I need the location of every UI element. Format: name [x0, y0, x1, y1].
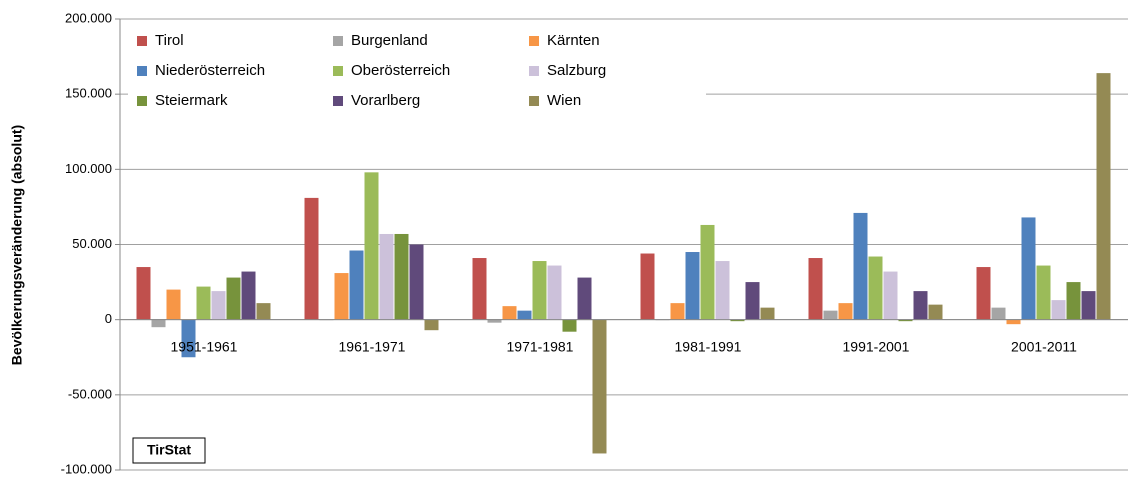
annotation: TirStat — [147, 442, 191, 458]
legend-swatch — [529, 66, 539, 76]
bar — [136, 267, 151, 320]
y-tick-label: 200.000 — [65, 10, 112, 25]
bar — [913, 291, 928, 320]
y-tick-label: 100.000 — [65, 161, 112, 176]
bar — [1021, 217, 1036, 320]
legend-label: Oberösterreich — [351, 62, 450, 79]
bar — [670, 303, 685, 320]
legend-swatch — [333, 96, 343, 106]
y-axis-label: Bevölkerungsveränderung (absolut) — [9, 125, 25, 365]
bar — [730, 319, 745, 322]
bar — [562, 319, 577, 332]
bar — [853, 212, 868, 320]
legend-label: Wien — [547, 92, 581, 109]
bar — [883, 271, 898, 320]
bar — [868, 256, 883, 320]
y-tick-label: 0 — [105, 311, 112, 326]
bar — [1036, 265, 1051, 320]
bar — [226, 277, 241, 320]
bar — [364, 172, 379, 320]
bar — [898, 319, 913, 322]
bar — [760, 307, 775, 320]
bar — [928, 304, 943, 320]
bar — [166, 289, 181, 320]
bar — [502, 306, 517, 320]
legend-swatch — [137, 36, 147, 46]
legend-swatch — [333, 66, 343, 76]
legend-label: Burgenland — [351, 32, 428, 49]
bar — [700, 224, 715, 320]
bar — [1081, 291, 1096, 320]
bar — [592, 319, 607, 454]
bar — [379, 233, 394, 320]
bar — [517, 310, 532, 320]
bar — [211, 291, 226, 320]
bar — [424, 319, 439, 331]
bar — [715, 261, 730, 320]
bar — [838, 303, 853, 320]
bar — [349, 250, 364, 320]
bar — [1006, 319, 1021, 325]
bar — [976, 267, 991, 320]
legend-swatch — [529, 96, 539, 106]
x-tick-label: 1951-1961 — [171, 338, 238, 354]
legend-swatch — [137, 66, 147, 76]
bar — [181, 319, 196, 358]
bar — [577, 277, 592, 320]
y-tick-label: -50.000 — [68, 386, 112, 401]
legend-swatch — [333, 36, 343, 46]
bar — [808, 258, 823, 320]
bar — [487, 319, 502, 323]
legend-label: Kärnten — [547, 32, 600, 49]
legend-swatch — [529, 36, 539, 46]
bar — [256, 303, 271, 320]
y-tick-label: 50.000 — [72, 236, 112, 251]
legend-label: Tirol — [155, 32, 184, 49]
y-tick-label: 150.000 — [65, 86, 112, 101]
x-tick-label: 1991-2001 — [843, 338, 910, 354]
legend-label: Steiermark — [155, 92, 228, 109]
bar — [991, 307, 1006, 320]
annotation-box — [132, 437, 206, 464]
bar — [394, 233, 409, 320]
legend-swatch — [137, 96, 147, 106]
legend-label: Salzburg — [547, 62, 606, 79]
x-tick-label: 1961-1971 — [339, 338, 406, 354]
x-tick-label: 2001-2011 — [1011, 338, 1077, 354]
x-tick-label: 1971-1981 — [507, 338, 574, 354]
bar — [409, 244, 424, 320]
bar — [196, 286, 211, 320]
bar — [304, 197, 319, 320]
bar — [1051, 300, 1066, 320]
legend-box — [128, 25, 706, 117]
bar — [1096, 73, 1111, 320]
bar — [640, 253, 655, 320]
y-tick-label: -100.000 — [61, 461, 112, 476]
x-tick-label: 1981-1991 — [675, 338, 742, 354]
legend-label: Niederösterreich — [155, 62, 265, 79]
legend-label: Vorarlberg — [351, 92, 420, 109]
bar — [823, 310, 838, 320]
bar — [151, 319, 166, 328]
bar — [745, 282, 760, 320]
bar — [547, 265, 562, 320]
bar — [241, 271, 256, 320]
bar — [334, 273, 349, 320]
bar — [1066, 282, 1081, 320]
bar — [472, 258, 487, 320]
bar — [532, 261, 547, 320]
bar — [685, 252, 700, 320]
